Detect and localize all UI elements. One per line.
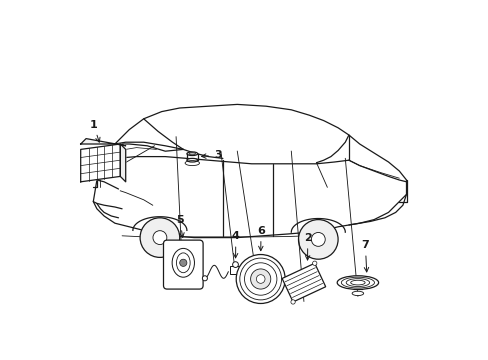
Polygon shape (81, 139, 125, 146)
Circle shape (202, 276, 207, 281)
Text: 1: 1 (89, 120, 100, 142)
Text: 6: 6 (257, 226, 264, 251)
Text: 4: 4 (231, 231, 239, 258)
Ellipse shape (186, 158, 197, 162)
Circle shape (256, 275, 264, 283)
Circle shape (311, 233, 325, 246)
Text: 5: 5 (176, 215, 184, 237)
Ellipse shape (186, 152, 197, 156)
Circle shape (140, 218, 179, 257)
Bar (230, 266, 240, 274)
Circle shape (250, 269, 270, 289)
Circle shape (298, 220, 337, 259)
Circle shape (290, 300, 295, 304)
Text: 3: 3 (201, 150, 221, 161)
FancyBboxPatch shape (163, 240, 203, 289)
Ellipse shape (189, 153, 195, 155)
Circle shape (236, 255, 285, 303)
Polygon shape (93, 104, 406, 238)
Circle shape (153, 231, 166, 244)
Polygon shape (120, 144, 125, 182)
Circle shape (232, 262, 238, 267)
Ellipse shape (337, 276, 378, 289)
Circle shape (179, 259, 186, 266)
Text: 7: 7 (361, 240, 368, 272)
Ellipse shape (351, 291, 363, 296)
Circle shape (312, 261, 316, 265)
Polygon shape (81, 144, 120, 182)
Polygon shape (282, 263, 325, 302)
Text: 2: 2 (303, 233, 311, 260)
